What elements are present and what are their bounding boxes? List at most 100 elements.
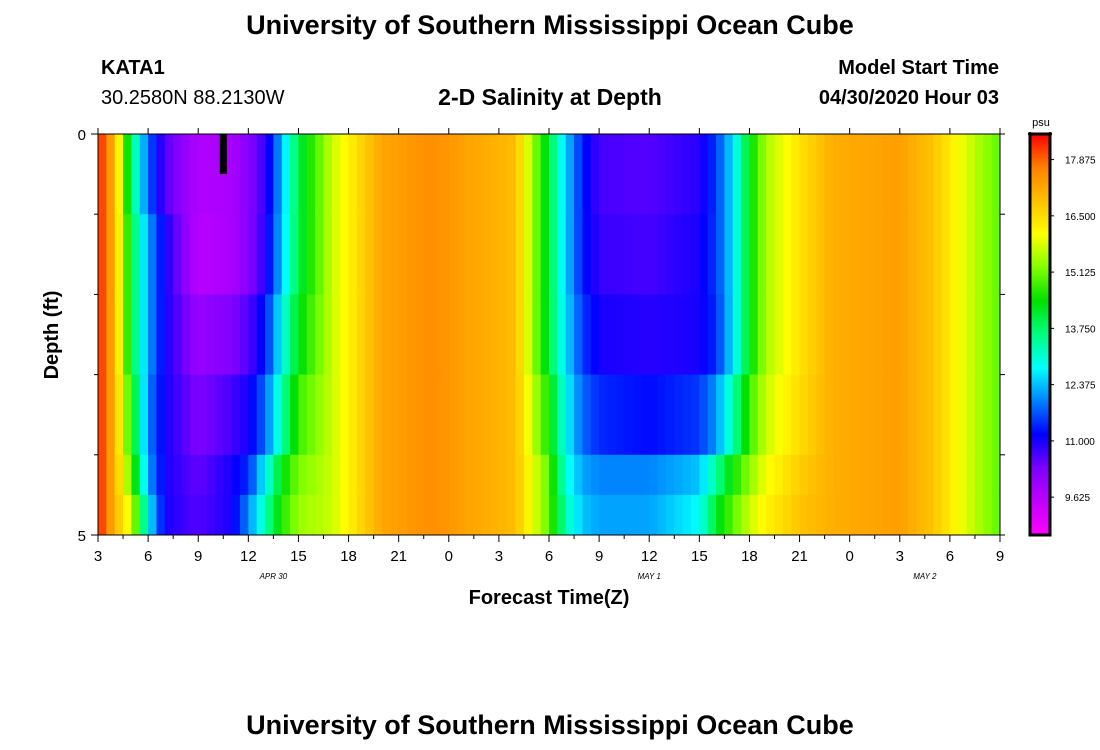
heatmap-cell — [173, 214, 183, 295]
heatmap-cell — [782, 374, 792, 456]
heatmap-cell — [824, 294, 834, 376]
heatmap-cell — [958, 214, 968, 295]
heatmap-cell — [774, 134, 784, 215]
heatmap-cell — [315, 214, 325, 295]
heatmap-cell — [799, 134, 809, 215]
heatmap-cell — [933, 134, 943, 215]
heatmap-cell — [348, 374, 358, 456]
heatmap-cell — [281, 294, 291, 376]
heatmap-cell — [281, 374, 291, 456]
heatmap-cell — [883, 294, 893, 376]
heatmap-cell — [782, 494, 792, 535]
heatmap-cell — [114, 134, 124, 215]
heatmap-cell — [139, 214, 149, 295]
colorbar-tick-label: 13.750 — [1065, 324, 1096, 335]
heatmap-cell — [198, 494, 208, 535]
heatmap-cell — [974, 494, 984, 535]
heatmap-cell — [665, 494, 675, 535]
heatmap-cell — [214, 134, 224, 215]
heatmap-cell — [716, 494, 725, 535]
x-tick-label: 18 — [340, 548, 357, 565]
heatmap-cell — [557, 294, 567, 376]
heatmap-cell — [707, 134, 717, 215]
heatmap-cell — [490, 134, 500, 215]
heatmap-cell — [557, 454, 567, 496]
heatmap-cell — [457, 494, 467, 535]
heatmap-cell — [624, 294, 634, 376]
heatmap-cell — [148, 374, 158, 456]
heatmap-cell — [273, 294, 283, 376]
heatmap-cell — [866, 294, 876, 376]
heatmap-cell — [749, 454, 759, 496]
heatmap-cell — [841, 494, 851, 535]
x-tick-label: 0 — [845, 548, 853, 565]
heatmap-cell — [432, 454, 442, 496]
heatmap-cell — [958, 374, 968, 456]
heatmap-cell — [983, 134, 993, 215]
heatmap-cell — [340, 494, 350, 535]
heatmap-cell — [356, 294, 366, 376]
heatmap-cell — [766, 214, 776, 295]
heatmap-cell — [507, 214, 517, 295]
heatmap-cell — [858, 494, 867, 535]
heatmap-cell — [164, 214, 174, 295]
heatmap-cell — [507, 494, 517, 535]
heatmap-cell — [640, 134, 650, 215]
heatmap-cell — [949, 294, 959, 376]
heatmap-cell — [549, 494, 558, 535]
heatmap-cell — [590, 134, 600, 215]
heatmap-cell — [657, 134, 667, 215]
heatmap-cell — [682, 134, 692, 215]
heatmap-cell — [966, 374, 976, 456]
heatmap-cell — [148, 454, 158, 496]
model-start-time: 04/30/2020 Hour 03 — [818, 87, 999, 109]
heatmap-cell — [239, 494, 249, 535]
heatmap-cell — [649, 454, 659, 496]
heatmap-cell — [281, 454, 291, 496]
heatmap-cell — [139, 374, 149, 456]
heatmap-cell — [265, 374, 274, 456]
heatmap-cell — [599, 374, 609, 456]
heatmap-cell — [716, 294, 725, 376]
heatmap-cell — [657, 214, 667, 295]
heatmap-cell — [540, 214, 550, 295]
heatmap-cell — [407, 374, 416, 456]
heatmap-cell — [891, 134, 901, 215]
heatmap-cell — [607, 494, 617, 535]
heatmap-cell — [866, 134, 876, 215]
heatmap-cell — [699, 214, 709, 295]
heatmap-cell — [707, 294, 717, 376]
heatmap-cell — [590, 214, 600, 295]
heatmap-cell — [457, 294, 467, 376]
heatmap-cell — [891, 494, 901, 535]
heatmap-cell — [239, 454, 249, 496]
heatmap-cell — [189, 374, 199, 456]
heatmap-cell — [899, 454, 909, 496]
heatmap-cell — [716, 134, 725, 215]
heatmap-cell — [448, 134, 458, 215]
colorbar-corner — [1028, 132, 1032, 136]
heatmap-cell — [164, 454, 174, 496]
heatmap-cell — [473, 134, 483, 215]
heatmap-cell — [649, 134, 659, 215]
heatmap-cell — [290, 494, 300, 535]
heatmap-cell — [315, 454, 325, 496]
heatmap-cell — [532, 214, 542, 295]
heatmap-cell — [707, 454, 717, 496]
heatmap-cell — [766, 294, 776, 376]
x-axis-label: Forecast Time(Z) — [469, 587, 630, 609]
heatmap-cell — [891, 294, 901, 376]
heatmap-cell — [640, 494, 650, 535]
heatmap-cell — [874, 454, 884, 496]
heatmap-cell — [799, 494, 809, 535]
heatmap-cell — [139, 454, 149, 496]
heatmap-cell — [665, 374, 675, 456]
heatmap-cell — [582, 454, 592, 496]
heatmap-cell — [749, 494, 759, 535]
heatmap-cell — [214, 454, 224, 496]
heatmap-cell — [106, 454, 116, 496]
heatmap-cell — [866, 374, 876, 456]
heatmap-cell — [599, 294, 609, 376]
heatmap-cell — [908, 294, 918, 376]
